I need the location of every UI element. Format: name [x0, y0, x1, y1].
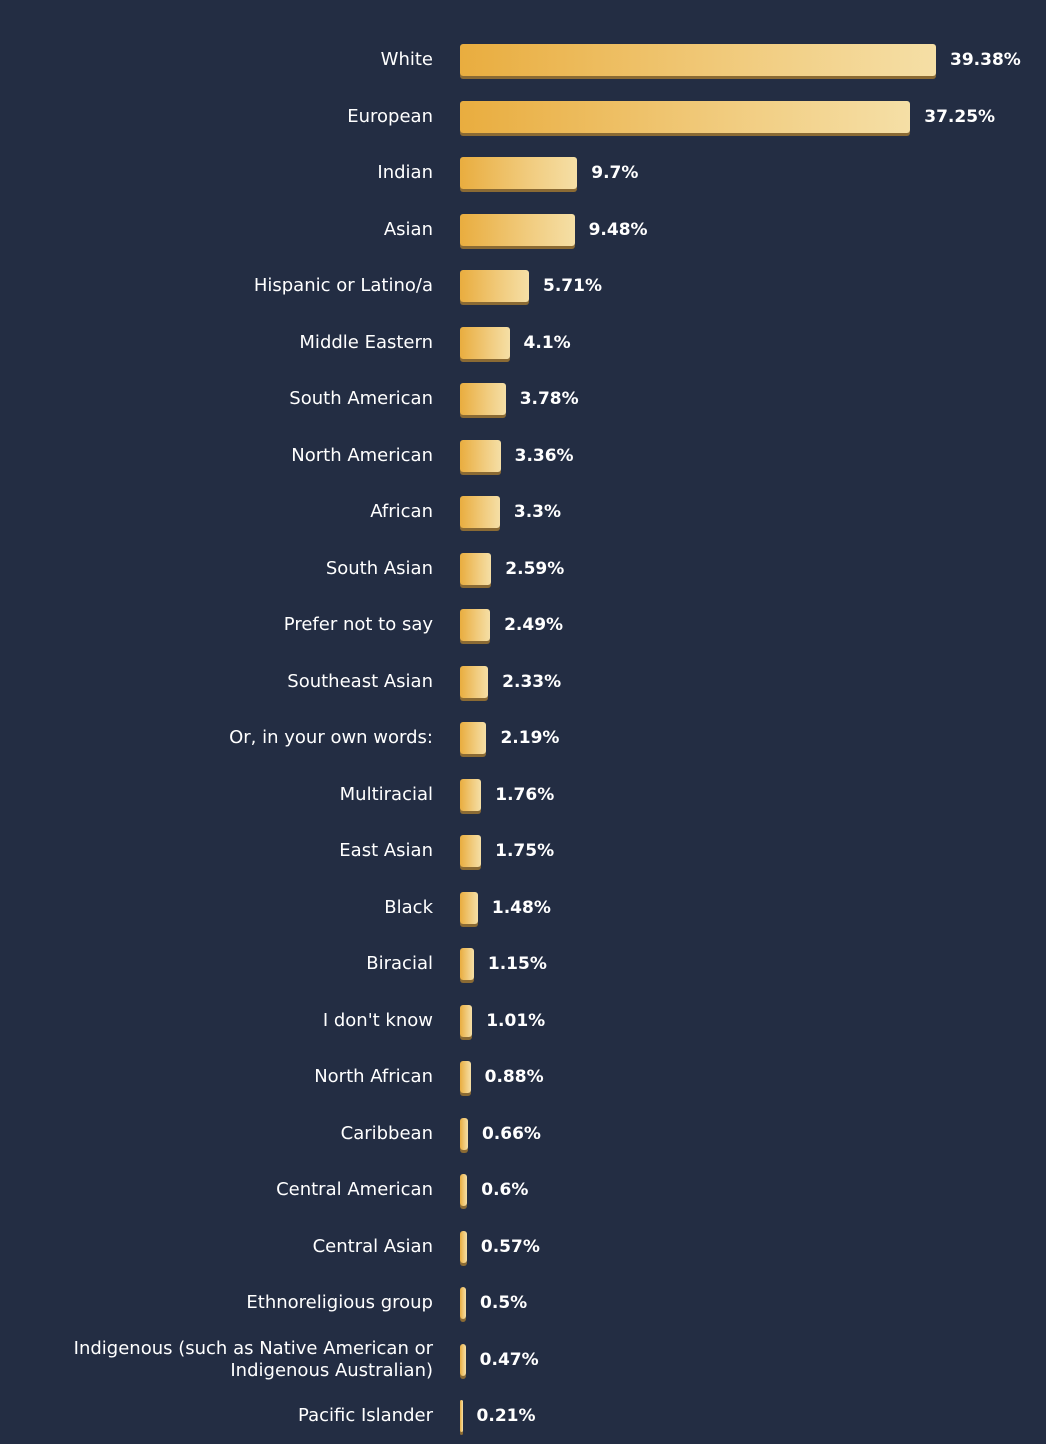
category-label: Ethnoreligious group	[246, 1292, 433, 1313]
value-label: 0.47%	[479, 1349, 539, 1370]
value-label: 2.59%	[505, 558, 565, 579]
value-label: 1.48%	[491, 897, 551, 918]
category-label: Caribbean	[340, 1122, 433, 1144]
value-label: 0.66%	[481, 1123, 541, 1144]
value-label: 0.21%	[476, 1406, 536, 1426]
value-label: 0.88%	[484, 1067, 544, 1087]
bar	[460, 552, 492, 585]
category-label: Black	[384, 896, 433, 918]
value-label: 2.49%	[504, 615, 564, 635]
category-label: South Asian	[325, 557, 433, 579]
bar	[460, 1400, 463, 1432]
bar	[460, 609, 491, 641]
bar	[460, 1287, 467, 1319]
value-label: 0.6%	[481, 1180, 529, 1200]
bar	[460, 1343, 466, 1376]
category-label: Asian	[383, 218, 433, 240]
value-label: 2.33%	[502, 671, 562, 692]
value-label: 5.71%	[543, 276, 602, 296]
bar	[460, 496, 500, 528]
value-label: 39.38%	[950, 50, 1021, 70]
value-label: 2.19%	[500, 728, 560, 748]
bar	[460, 665, 489, 698]
bar	[460, 1117, 468, 1150]
value-label: 1.75%	[495, 841, 555, 861]
bar	[460, 270, 530, 302]
bar	[460, 835, 482, 867]
value-label: 4.1%	[523, 332, 571, 353]
value-label: 1.76%	[495, 784, 555, 805]
bar	[460, 383, 506, 415]
bar	[460, 1004, 473, 1037]
bar	[460, 778, 482, 811]
bar	[460, 1061, 471, 1093]
bar	[460, 44, 936, 76]
category-label: North African	[314, 1066, 433, 1087]
bar	[460, 100, 911, 133]
category-label: East Asian	[339, 840, 433, 861]
category-label: European	[347, 105, 433, 127]
value-label: 0.57%	[480, 1236, 540, 1257]
category-label: Central American	[276, 1179, 433, 1200]
value-label: 1.15%	[487, 954, 547, 974]
category-label: Multiracial	[339, 783, 433, 805]
value-label: 3.78%	[519, 389, 579, 409]
bar	[460, 722, 487, 754]
category-label: Indigenous (such as Native American or I…	[73, 1337, 433, 1381]
bar	[460, 213, 575, 246]
category-label: South American	[289, 388, 433, 409]
category-label: Or, in your own words:	[229, 727, 433, 748]
bar	[460, 891, 478, 924]
bar	[460, 948, 474, 980]
category-label: Middle Eastern	[299, 331, 433, 353]
category-label: Hispanic or Latino/a	[253, 275, 433, 296]
bar	[460, 326, 510, 359]
category-label: Central Asian	[312, 1235, 433, 1257]
category-label: Southeast Asian	[287, 670, 433, 692]
value-label: 37.25%	[924, 106, 996, 127]
category-label: Indian	[377, 162, 433, 183]
value-label: 1.01%	[486, 1010, 546, 1031]
category-label: Biracial	[366, 953, 433, 974]
value-label: 0.5%	[480, 1293, 528, 1313]
category-label: Pacific Islander	[298, 1405, 433, 1426]
category-label: Prefer not to say	[283, 614, 433, 635]
category-label: North American	[291, 444, 433, 466]
category-label: African	[370, 501, 433, 522]
bar	[460, 439, 501, 472]
value-label: 3.3%	[513, 502, 562, 522]
value-label: 9.7%	[591, 163, 639, 183]
category-label: White	[380, 49, 433, 70]
value-label: 3.36%	[514, 445, 574, 466]
bar	[460, 1230, 467, 1263]
category-label: I don't know	[322, 1009, 433, 1031]
bar	[460, 1174, 468, 1206]
value-label: 9.48%	[588, 219, 648, 240]
bar	[460, 157, 578, 189]
